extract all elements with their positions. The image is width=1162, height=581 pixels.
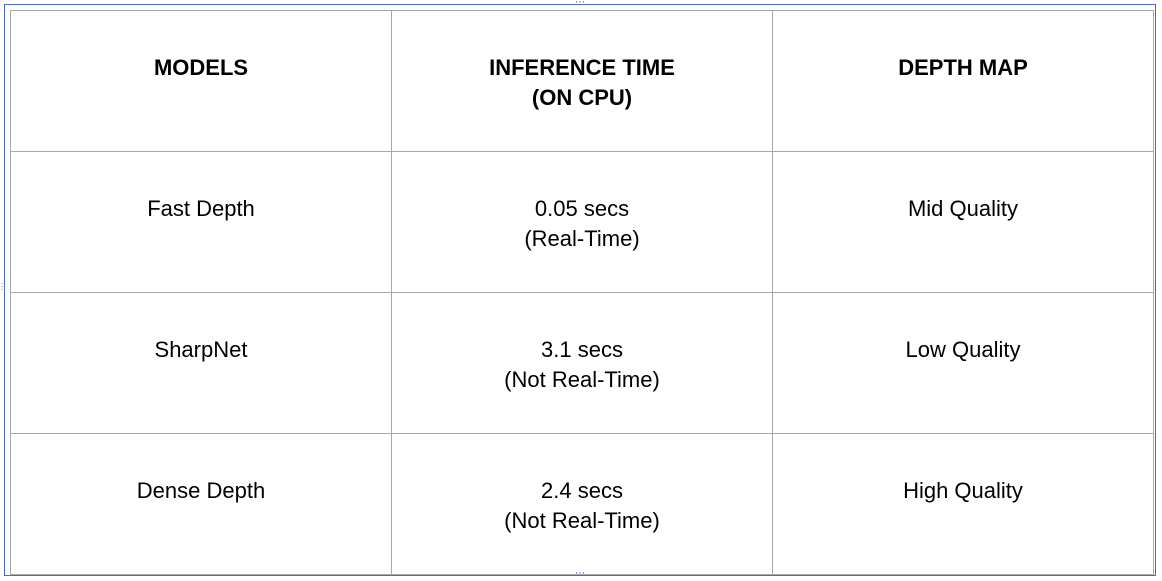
cell-subtext: (Not Real-Time) bbox=[504, 508, 660, 533]
resize-handle-left[interactable]: · · · bbox=[1, 280, 4, 294]
table-cell-depth-map[interactable]: Mid Quality bbox=[772, 151, 1154, 293]
header-cell-depth-map[interactable]: DEPTH MAP bbox=[772, 10, 1154, 152]
table-row: SharpNet 3.1 secs (Not Real-Time) Low Qu… bbox=[10, 292, 1154, 434]
cell-subtext: (Not Real-Time) bbox=[504, 367, 660, 392]
table-row: Dense Depth 2.4 secs (Not Real-Time) Hig… bbox=[10, 433, 1154, 575]
cell-text: 2.4 secs bbox=[541, 478, 623, 503]
header-row: MODELS INFERENCE TIME (ON CPU) DEPTH MAP bbox=[10, 10, 1154, 152]
table-row: Fast Depth 0.05 secs (Real-Time) Mid Qua… bbox=[10, 151, 1154, 293]
table-cell-depth-map[interactable]: Low Quality bbox=[772, 292, 1154, 434]
resize-handle-right[interactable]: · · · bbox=[1154, 280, 1157, 294]
table-selection-frame bbox=[4, 4, 1156, 576]
cell-text: Mid Quality bbox=[907, 196, 1019, 221]
cell-text: SharpNet bbox=[154, 337, 248, 362]
cell-text: 0.05 secs bbox=[534, 196, 630, 221]
header-text: INFERENCE TIME bbox=[489, 55, 675, 80]
comparison-table[interactable]: MODELS INFERENCE TIME (ON CPU) DEPTH MAP… bbox=[10, 10, 1154, 575]
header-cell-models[interactable]: MODELS bbox=[10, 10, 392, 152]
header-text: MODELS bbox=[153, 55, 249, 80]
table-cell-inference-time[interactable]: 0.05 secs (Real-Time) bbox=[391, 151, 773, 293]
table-cell-model[interactable]: SharpNet bbox=[10, 292, 392, 434]
cell-text: High Quality bbox=[903, 478, 1023, 503]
table-cell-inference-time[interactable]: 2.4 secs (Not Real-Time) bbox=[391, 433, 773, 575]
cell-text: Dense Depth bbox=[136, 478, 266, 503]
table-cell-model[interactable]: Dense Depth bbox=[10, 433, 392, 575]
header-subtext: (ON CPU) bbox=[531, 85, 633, 110]
table-cell-inference-time[interactable]: 3.1 secs (Not Real-Time) bbox=[391, 292, 773, 434]
cell-subtext: (Real-Time) bbox=[524, 226, 640, 251]
resize-handle-top[interactable]: ⋯ bbox=[575, 0, 585, 8]
cell-text: Fast Depth bbox=[147, 196, 255, 221]
cell-text: Low Quality bbox=[905, 337, 1021, 362]
header-cell-inference-time[interactable]: INFERENCE TIME (ON CPU) bbox=[391, 10, 773, 152]
table-cell-depth-map[interactable]: High Quality bbox=[772, 433, 1154, 575]
cell-text: 3.1 secs bbox=[541, 337, 623, 362]
header-text: DEPTH MAP bbox=[898, 55, 1028, 80]
table-cell-model[interactable]: Fast Depth bbox=[10, 151, 392, 293]
